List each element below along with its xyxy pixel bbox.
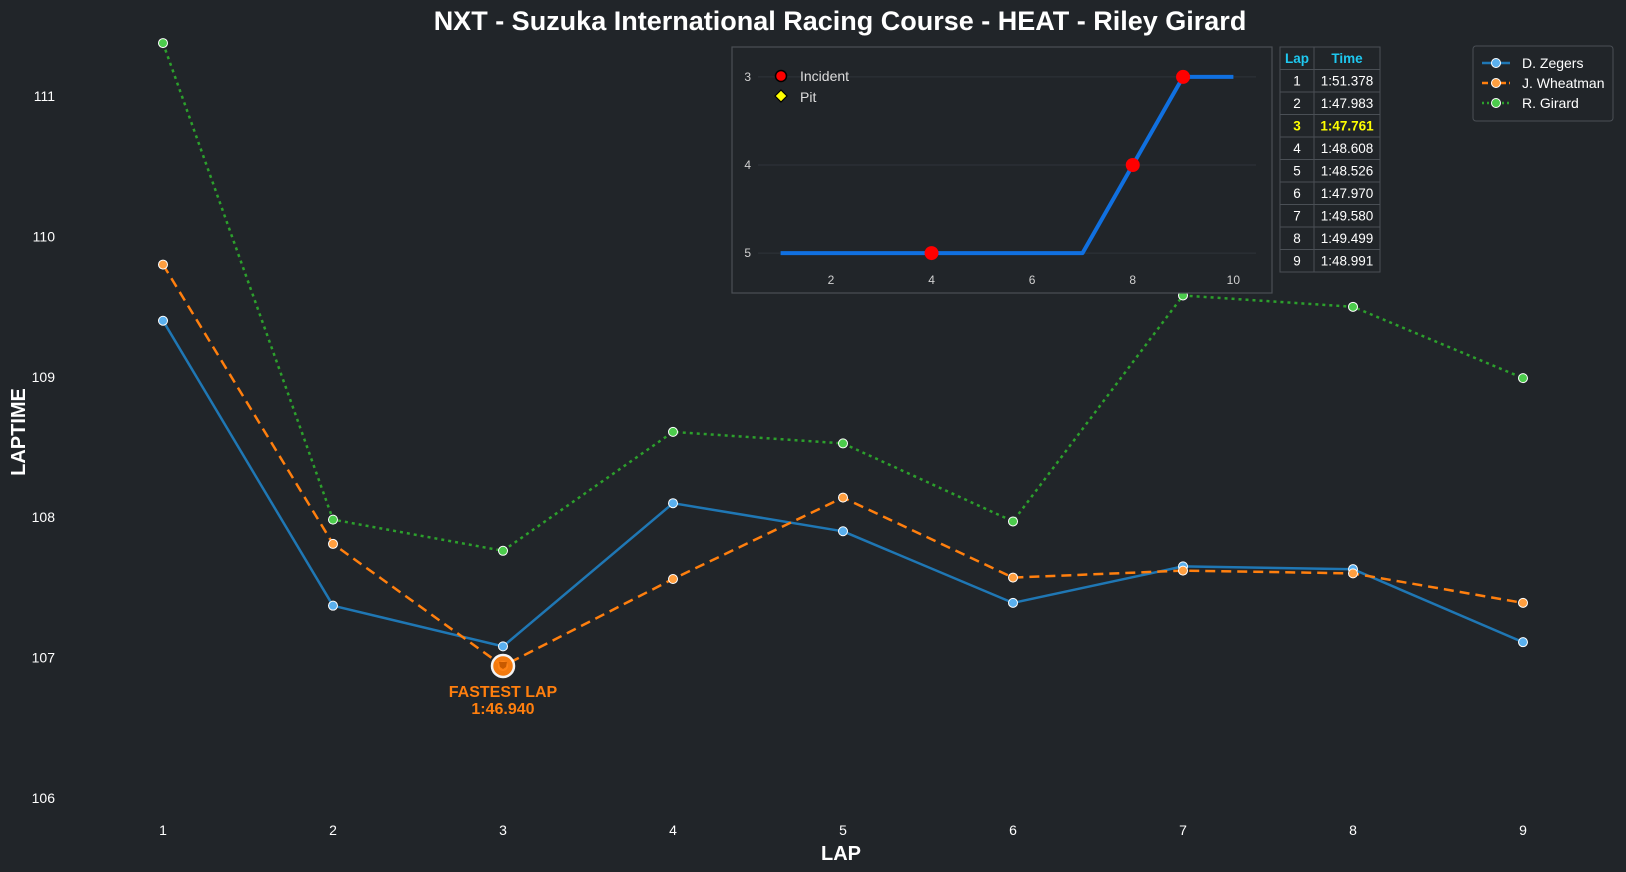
table-time-cell: 1:49.580 <box>1321 209 1374 224</box>
data-point <box>668 573 678 584</box>
table-cell <box>1313 249 1381 273</box>
position-inset: 3 4 5 2 4 6 8 10 Incident Pit <box>731 46 1273 294</box>
inset-x-tick: 8 <box>1129 273 1136 287</box>
legend-marker <box>1491 78 1501 88</box>
incident-marker <box>924 246 939 261</box>
legend-marker <box>1491 58 1501 68</box>
position-line <box>780 74 1234 256</box>
x-tick-label: 6 <box>1009 822 1017 838</box>
inset-x-tick: 6 <box>1029 273 1036 287</box>
y-tick-label: 111 <box>34 88 55 104</box>
legend-entry: J. Wheatman <box>1522 75 1604 91</box>
table-lap-cell: 4 <box>1293 141 1301 156</box>
incident-marker <box>1125 158 1140 172</box>
x-tick-label: 7 <box>1179 822 1187 838</box>
x-tick-label: 4 <box>669 822 677 838</box>
data-point <box>158 259 168 270</box>
data-point <box>668 498 678 509</box>
series-line-1 <box>161 263 1524 668</box>
data-point <box>328 514 338 525</box>
pit-legend-icon <box>774 89 788 103</box>
table-lap-cell: 5 <box>1293 164 1301 179</box>
incident-legend-label: Incident <box>800 68 849 84</box>
table-lap-cell: 7 <box>1293 209 1301 224</box>
y-axis-label: LAPTIME <box>8 388 30 476</box>
data-point <box>328 538 338 549</box>
y-tick-label: 106 <box>32 790 56 806</box>
y-tick-label: 107 <box>32 650 56 666</box>
data-point <box>1348 301 1358 312</box>
data-point <box>1178 565 1188 576</box>
data-point <box>1518 597 1528 608</box>
pit-legend-label: Pit <box>800 89 816 105</box>
data-point <box>328 600 338 611</box>
data-point <box>1008 516 1018 527</box>
inset-x-tick: 10 <box>1227 273 1241 287</box>
table-lap-cell: 2 <box>1293 96 1301 111</box>
fastest-lap-label: FASTEST LAP <box>449 684 558 701</box>
trophy-icon <box>499 662 507 670</box>
legend-entry: D. Zegers <box>1522 55 1583 71</box>
inset-y-tick: 5 <box>744 246 751 260</box>
series-line-2 <box>161 42 1524 553</box>
data-point <box>1348 568 1358 579</box>
x-tick-label: 2 <box>329 822 337 838</box>
data-point <box>1518 373 1528 384</box>
inset-y-tick: 4 <box>744 158 751 172</box>
x-tick-label: 9 <box>1519 822 1527 838</box>
table-lap-cell: 6 <box>1293 186 1301 201</box>
table-time-cell: 1:49.499 <box>1321 231 1374 246</box>
table-time-cell: 1:47.761 <box>1320 119 1374 134</box>
x-tick-label: 1 <box>159 822 167 838</box>
table-lap-cell: 1 <box>1293 74 1301 89</box>
table-lap-cell: 8 <box>1293 231 1301 246</box>
incident-legend-icon <box>774 69 788 83</box>
x-tick-label: 8 <box>1349 822 1357 838</box>
x-tick-label: 5 <box>839 822 847 838</box>
legend-entry: R. Girard <box>1522 95 1579 111</box>
y-tick-label: 108 <box>32 509 56 525</box>
inset-x-tick: 4 <box>928 273 935 287</box>
data-point <box>1008 572 1018 583</box>
table-time-cell: 1:48.991 <box>1321 254 1374 269</box>
lap-time-table: Lap Time 1 1:51.378 2 1:47.983 3 1:47.761 4 1:48.… <box>1279 46 1381 273</box>
data-point <box>838 526 848 537</box>
data-point <box>838 438 848 449</box>
table-header-lap: Lap <box>1285 51 1309 66</box>
table-lap-cell: 3 <box>1293 119 1301 134</box>
data-point <box>498 641 508 652</box>
legend: D. Zegers J. Wheatman R. Girard <box>1472 45 1614 122</box>
data-point <box>158 38 168 49</box>
table-time-cell: 1:47.983 <box>1321 96 1374 111</box>
table-time-cell: 1:51.378 <box>1321 74 1374 89</box>
data-point <box>668 426 678 437</box>
data-point <box>838 492 848 503</box>
data-point <box>498 545 508 556</box>
y-tick-label: 110 <box>33 229 56 245</box>
table-lap-cell: 9 <box>1293 254 1301 269</box>
data-point <box>1518 637 1528 648</box>
x-axis-label: LAP <box>821 843 861 865</box>
data-point <box>158 315 168 326</box>
table-time-cell: 1:48.608 <box>1321 141 1374 156</box>
inset-x-tick: 2 <box>828 273 835 287</box>
table-time-cell: 1:48.526 <box>1321 164 1374 179</box>
inset-y-tick: 3 <box>744 70 751 84</box>
y-tick-label: 109 <box>32 369 56 385</box>
incident-marker <box>1176 69 1191 84</box>
chart-title: NXT - Suzuka International Racing Course… <box>434 6 1247 36</box>
table-header-time: Time <box>1331 51 1363 66</box>
series-line-0 <box>161 320 1524 648</box>
x-tick-label: 3 <box>499 822 507 838</box>
legend-marker <box>1491 98 1501 108</box>
table-time-cell: 1:47.970 <box>1321 186 1374 201</box>
fastest-lap-value: 1:46.940 <box>471 701 534 718</box>
data-point <box>1008 597 1018 608</box>
